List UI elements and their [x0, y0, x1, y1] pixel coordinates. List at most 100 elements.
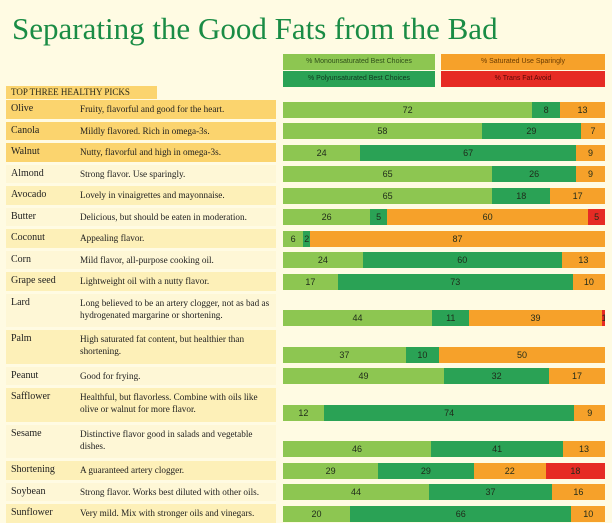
sat-seg: 13 [563, 441, 605, 457]
mono-seg: 65 [283, 166, 493, 182]
poly-seg: 41 [431, 441, 564, 457]
mono-seg: 49 [283, 368, 444, 384]
mono-seg: 24 [283, 144, 361, 161]
stacked-bar: 6 2 87 [283, 230, 605, 247]
sat-seg: 17 [549, 368, 605, 384]
oil-row: Coconut Appealing flavor. 6 2 87 [6, 229, 606, 248]
poly-seg: 5 [370, 209, 387, 225]
stacked-bar: 17 73 10 [283, 273, 605, 290]
oil-description: Strong flavor. Works best diluted with o… [80, 486, 259, 497]
poly-seg: 2 [303, 230, 311, 247]
poly-seg: 8 [532, 101, 560, 118]
sat-seg: 22 [473, 462, 546, 479]
oil-row: Canola Mildly flavored. Rich in omega-3s.… [6, 121, 606, 140]
oil-description: Long believed to be an artery clogger, n… [80, 297, 270, 320]
oil-description: Mildly flavored. Rich in omega-3s. [80, 125, 210, 136]
trans-seg: 5 [588, 209, 605, 225]
mono-seg: 20 [283, 505, 351, 522]
sat-seg: 13 [561, 252, 605, 268]
row-band [6, 293, 276, 327]
poly-seg: 26 [492, 166, 577, 182]
row-band [6, 207, 276, 226]
oil-name: Canola [11, 124, 40, 136]
stacked-bar: 24 60 13 [283, 252, 605, 268]
oil-description: Mild flavor, all-purpose cooking oil. [80, 254, 214, 265]
oil-description: Nutty, flavorful and high in omega-3s. [80, 147, 222, 157]
oil-description: Lightweight oil with a nutty flavor. [80, 276, 210, 286]
oil-name: Sunflower [11, 507, 53, 518]
sat-seg: 9 [576, 166, 605, 182]
poly-seg: 10 [405, 346, 439, 363]
oil-name: Safflower [11, 391, 51, 402]
row-band [6, 388, 276, 422]
mono-seg: 29 [283, 462, 379, 479]
oil-description: A guaranteed artery clogger. [80, 465, 185, 475]
row-band [6, 250, 276, 269]
sat-seg: 17 [550, 187, 605, 204]
poly-seg: 60 [362, 252, 562, 268]
stacked-bar: 44 37 16 [283, 484, 605, 500]
row-band [6, 100, 276, 119]
oil-name: Walnut [11, 146, 40, 157]
sat-seg: 60 [386, 209, 589, 225]
oil-row: Peanut Good for frying. 49 32 17 [6, 366, 606, 385]
row-band [6, 461, 276, 480]
poly-seg: 67 [360, 144, 576, 161]
mono-seg: 65 [283, 187, 493, 204]
oil-name: Sesame [11, 427, 42, 439]
oil-row: Soybean Strong flavor. Works best diluted… [6, 482, 606, 501]
row-band [6, 121, 276, 140]
row-band [6, 164, 276, 183]
sat-seg: 9 [574, 404, 605, 421]
poly-seg: 66 [350, 505, 572, 522]
mono-seg: 46 [283, 441, 432, 457]
infographic: Separating the Good Fats from the Bad % … [6, 11, 606, 523]
poly-seg: 32 [444, 368, 550, 384]
oil-description: Strong flavor. Use sparingly. [80, 168, 186, 179]
legend-saturated: % Saturated Use Sparingly [441, 54, 605, 70]
oil-name: Lard [11, 296, 30, 308]
sat-seg: 10 [571, 505, 605, 522]
poly-seg: 74 [323, 404, 575, 421]
row-band [6, 366, 276, 385]
oil-row: Sunflower Very mild. Mix with stronger oi… [6, 504, 606, 523]
oil-name: Peanut [11, 369, 39, 381]
poly-seg: 73 [337, 273, 573, 290]
trans-seg: 18 [545, 462, 605, 479]
oil-row: Palm High saturated fat content, but heal… [6, 330, 606, 364]
mono-seg: 17 [283, 273, 338, 290]
mono-seg: 37 [283, 346, 406, 363]
poly-seg: 18 [492, 187, 551, 204]
oil-row: Safflower Healthful, but flavorless. Comb… [6, 388, 606, 422]
legend-monounsaturated: % Monounsaturated Best Choices [283, 54, 435, 70]
oil-row: Sesame Distinctive flavor good in salads … [6, 424, 606, 458]
stacked-bar: 65 26 9 [283, 166, 605, 182]
stacked-bar: 29 29 22 18 [283, 462, 605, 479]
oil-name: Palm [11, 333, 32, 344]
stacked-bar: 72 8 13 [283, 101, 605, 118]
oil-description: Distinctive flavor good in salads and ve… [80, 428, 253, 451]
sat-seg: 10 [572, 273, 605, 290]
sat-seg: 87 [310, 230, 605, 247]
row-band [6, 330, 276, 364]
oil-row: Shortening A guaranteed artery clogger. 29… [6, 461, 606, 480]
stacked-bar: 58 29 7 [283, 123, 605, 139]
mono-seg: 26 [283, 209, 371, 225]
stacked-bar: 24 67 9 [283, 144, 605, 161]
sat-seg: 50 [439, 346, 605, 363]
oil-name: Coconut [11, 232, 45, 243]
oil-row: Corn Mild flavor, all-purpose cooking oil… [6, 250, 606, 269]
oil-row: Avocado Lovely in vinaigrettes and mayonn… [6, 186, 606, 205]
row-band [6, 272, 276, 291]
legend-polyunsaturated: % Polyunsaturated Best Choices [283, 71, 435, 87]
mono-seg: 12 [283, 404, 324, 421]
stacked-bar: 37 10 50 [283, 346, 605, 363]
sat-seg: 13 [559, 101, 605, 118]
legend-trans-fat: % Trans Fat Avoid [441, 71, 605, 87]
oil-description: Delicious, but should be eaten in modera… [80, 211, 247, 222]
oil-name: Corn [11, 253, 31, 265]
trans-seg: 1 [601, 310, 605, 326]
oil-row: Walnut Nutty, flavorful and high in omega… [6, 143, 606, 162]
stacked-bar: 44 11 39 1 [283, 310, 605, 326]
row-band [6, 424, 276, 458]
